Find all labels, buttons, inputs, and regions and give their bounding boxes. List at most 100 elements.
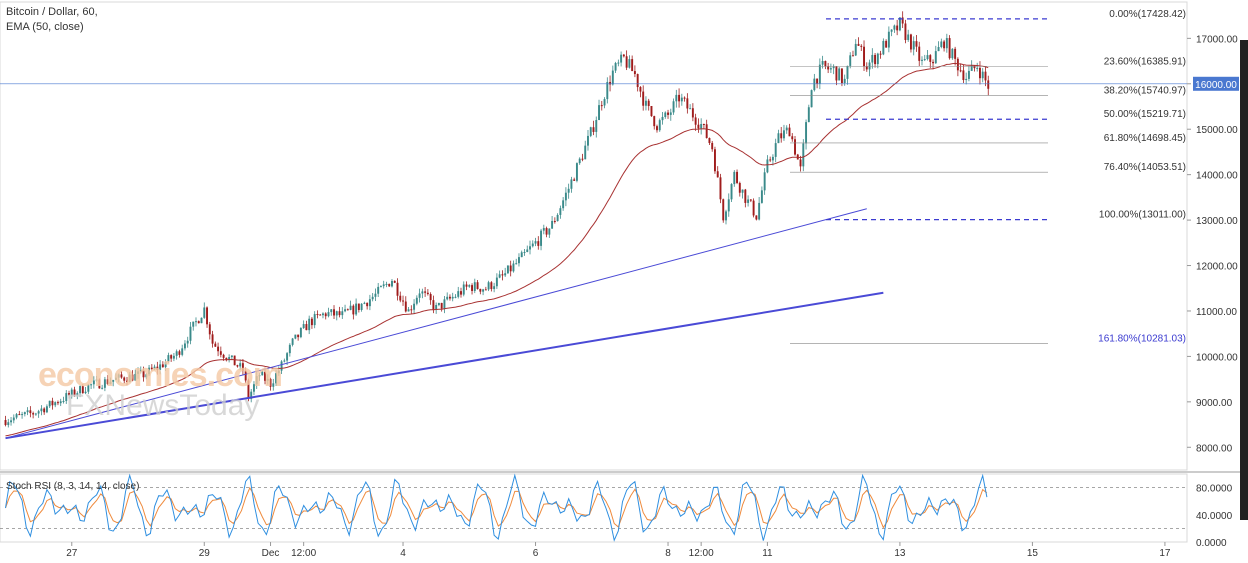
candle-body: [87, 384, 90, 392]
x-tick-label: 29: [199, 548, 211, 558]
candle-body: [277, 370, 280, 374]
candle-body: [542, 228, 545, 231]
y-tick-label: 12000.00: [1196, 262, 1238, 273]
candle-body: [667, 112, 669, 115]
candle-body: [537, 241, 540, 246]
x-tick-label: 4: [400, 548, 406, 558]
candle-body: [794, 139, 796, 155]
candle-body: [909, 34, 912, 50]
candle-body: [689, 108, 692, 110]
candle-body: [774, 143, 777, 157]
candle-body: [570, 179, 573, 189]
candle-body: [112, 379, 115, 382]
candle-body: [595, 120, 598, 132]
candle-body: [462, 284, 465, 295]
y-tick-label: 14000.00: [1196, 171, 1238, 182]
candle-body: [551, 220, 554, 229]
candle-body: [835, 66, 838, 81]
candle-body: [752, 200, 755, 216]
candle-body: [725, 211, 727, 221]
candle-body: [744, 189, 747, 203]
candle-body: [128, 374, 131, 383]
candle-body: [587, 135, 589, 146]
candle-body: [733, 171, 736, 185]
candle-body: [780, 133, 783, 139]
candle-body: [255, 376, 258, 385]
candle-body: [73, 389, 76, 396]
candle-body: [357, 303, 360, 310]
candle-body: [471, 285, 474, 291]
candle-body: [529, 246, 531, 250]
candle-body: [98, 379, 101, 389]
candle-body: [978, 67, 981, 79]
rsi-k-line: [5, 473, 988, 542]
candle-body: [736, 171, 739, 183]
candle-body: [678, 94, 681, 102]
candle-body: [523, 251, 526, 253]
candle-body: [865, 66, 868, 70]
candle-body: [871, 54, 874, 63]
y-tick-label: 13000.00: [1196, 216, 1238, 227]
candle-body: [600, 105, 603, 107]
candle-body: [741, 189, 744, 193]
candle-body: [923, 59, 926, 61]
candle-body: [482, 289, 485, 292]
candle-body: [633, 71, 636, 75]
candle-body: [810, 90, 813, 108]
candle-body: [272, 383, 275, 387]
candle-body: [391, 280, 393, 287]
candle-body: [813, 78, 816, 91]
candle-body: [399, 295, 402, 301]
candle-body: [849, 55, 852, 66]
candle-body: [716, 171, 719, 178]
candle-body: [233, 355, 236, 366]
candle-body: [319, 314, 322, 316]
candle-body: [893, 25, 896, 30]
candle-body: [26, 410, 29, 413]
x-tick-label: 27: [66, 548, 78, 558]
candle-body: [145, 374, 148, 378]
candle-body: [791, 136, 794, 140]
candle-body: [929, 55, 932, 62]
candle-body: [313, 314, 316, 326]
candle-body: [951, 48, 954, 59]
trendline-1: [5, 208, 867, 439]
candle-body: [697, 124, 700, 129]
candle-body: [206, 307, 209, 325]
candle-body: [755, 215, 758, 220]
candle-body: [556, 214, 559, 222]
candle-body: [901, 17, 904, 24]
candle-body: [545, 228, 548, 235]
candle-body: [783, 130, 785, 139]
candle-body: [490, 282, 493, 290]
candle-body: [559, 208, 562, 215]
candle-body: [236, 365, 239, 367]
candle-body: [926, 55, 929, 60]
fib-level-label: 76.40%(14053.51): [1104, 162, 1186, 173]
candle-body: [965, 78, 968, 81]
candle-body: [37, 411, 40, 414]
candle-body: [921, 59, 923, 61]
candle-body: [385, 283, 388, 285]
candle-body: [410, 309, 413, 311]
candle-body: [131, 374, 134, 381]
candle-body: [68, 393, 70, 396]
candle-body: [170, 355, 173, 359]
candle-body: [766, 159, 769, 173]
candle-body: [805, 122, 808, 144]
candle-body: [967, 70, 970, 79]
candle-body: [305, 324, 308, 331]
candle-body: [763, 172, 766, 191]
candle-body: [879, 53, 882, 55]
candle-body: [244, 370, 247, 381]
candle-body: [719, 177, 722, 200]
candle-body: [760, 190, 763, 203]
candle-body: [62, 400, 65, 402]
candle-body: [57, 402, 59, 404]
candle-body: [504, 273, 507, 276]
candle-body: [402, 300, 404, 302]
candle-body: [156, 366, 159, 370]
candle-body: [460, 291, 462, 295]
candle-body: [680, 97, 683, 102]
